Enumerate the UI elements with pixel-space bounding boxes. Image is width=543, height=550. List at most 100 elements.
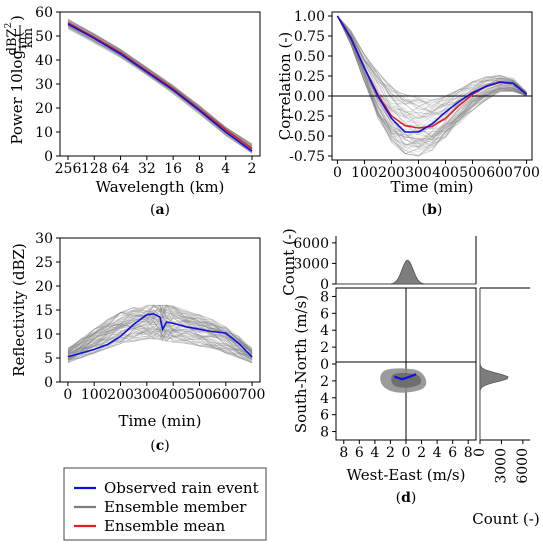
panel-b-member-line	[337, 15, 527, 154]
panel-a-member-line	[67, 19, 253, 146]
panel-d-ytick-label: 6	[320, 408, 329, 424]
panel-c-member-line	[67, 329, 253, 360]
panel-a-member-line	[67, 18, 253, 145]
panel-b-ytick-label: 0.75	[294, 29, 325, 45]
panel-c-member-line	[67, 323, 253, 359]
panel-d-xtick-label: 8	[464, 445, 473, 461]
panel-b-member-line	[337, 15, 527, 106]
panel-b-member-line	[337, 15, 527, 111]
panel-b-member-line	[337, 15, 527, 152]
panel-d-xtick-label: 4	[433, 445, 442, 461]
panel-c-member-line	[67, 333, 253, 364]
panel-c-ytick-label: 20	[35, 279, 53, 295]
panel-b-member-line	[337, 15, 527, 116]
panel-b-member-line	[337, 15, 527, 109]
panel-b-member-line	[337, 15, 527, 146]
panel-c-member-line	[67, 310, 253, 355]
panel-c-member-line	[67, 307, 253, 352]
panel-c-member-line	[67, 321, 253, 358]
panel-b-member-line	[337, 15, 527, 138]
panel-c-member-line	[67, 316, 253, 355]
panel-c-member-line	[67, 321, 253, 359]
panel-b-observed-line	[336, 15, 528, 133]
panel-c-member-line	[67, 326, 253, 361]
panel-a-xtick-label: 2	[248, 161, 257, 177]
panel-c-member-line	[67, 327, 253, 360]
panel-b-member-line	[337, 15, 527, 148]
panel-b-xtick-label: 200	[378, 165, 405, 181]
panel-b-ytick-label: 0.25	[294, 69, 325, 85]
panel-b-member-line	[337, 15, 527, 145]
panel-d-ytick-label: 2	[320, 374, 329, 390]
panel-b-member-line	[337, 15, 527, 146]
panel-c-member-line	[67, 304, 253, 352]
panel-c-member-line	[67, 314, 253, 355]
panel-c-member-line	[67, 305, 253, 353]
panel-a-member-line	[67, 20, 253, 146]
panel-c-member-line	[67, 305, 253, 351]
panel-b-member-line	[337, 15, 527, 135]
panel-c-caption: (c)	[150, 438, 169, 454]
panel-a-xtick-label: 256	[55, 161, 82, 177]
panel-c-member-line	[67, 314, 253, 355]
panel-c-member-line	[67, 319, 253, 357]
panel-c-member-line	[67, 305, 253, 354]
panel-b-member-line	[337, 15, 527, 144]
panel-d-top-hist-ytick-label: 3000	[293, 256, 329, 272]
panel-a-member-line	[67, 21, 253, 146]
panel-c-member-line	[67, 306, 253, 355]
panel-d-xtick-label: 6	[355, 445, 364, 461]
panel-b-member-line	[337, 15, 527, 157]
panel-b-member-line	[337, 15, 527, 102]
panel-b-xtick-label: 500	[459, 165, 486, 181]
panel-b-member-line	[337, 15, 527, 145]
panel-b-member-line	[337, 15, 527, 119]
panel-c-member-line	[67, 321, 253, 357]
panel-c-xtick-label: 700	[239, 387, 266, 403]
panel-a-xtick-label: 128	[81, 161, 108, 177]
panel-b-member-line	[337, 15, 527, 108]
panel-a-ytick-label: 30	[35, 77, 53, 93]
panel-a-member-line	[67, 27, 253, 153]
panel-a-member-line	[67, 27, 253, 154]
panel-b-ticks: 0 100 200 300 400 500 600 700 -0.75 -0.50 -0.25 0.0…	[289, 9, 540, 181]
panel-a-member-line	[67, 25, 253, 152]
svg-text:): )	[8, 15, 26, 21]
panel-c-member-line	[67, 304, 253, 349]
panel-c-member-line	[67, 328, 253, 362]
panel-c-member-line	[67, 328, 253, 358]
panel-b-ytick-label: -0.25	[289, 109, 325, 125]
panel-c-ensemble-members	[67, 304, 253, 364]
panel-c-member-line	[67, 311, 253, 354]
panel-d-xlabel: West-East (m/s)	[347, 466, 466, 484]
panel-c-member-line	[67, 305, 253, 353]
panel-b-ensemble-members	[337, 15, 527, 157]
panel-d-top-hist-ytick-label: 6000	[293, 236, 329, 252]
panel-b-member-line	[337, 15, 527, 156]
panel-b-xtick-label: 700	[513, 165, 540, 181]
panel-c-member-line	[67, 329, 253, 364]
panel-c-member-line	[67, 328, 253, 363]
panel-c-member-line	[67, 326, 253, 360]
panel-a-xlabel: Wavelength (km)	[96, 178, 225, 196]
panel-c-member-line	[67, 304, 253, 354]
panel-b-member-line	[337, 15, 527, 110]
panel-b-xtick-label: 600	[486, 165, 513, 181]
panel-b-member-line	[337, 15, 527, 146]
panel-b-member-line	[337, 15, 527, 148]
legend-label-mean: Ensemble mean	[104, 517, 225, 535]
panel-c-xtick-label: 100	[81, 387, 108, 403]
panel-d-xtick-label: 6	[448, 445, 457, 461]
panel-c-member-line	[67, 304, 253, 350]
panel-a-member-line	[67, 21, 253, 148]
panel-b-ytick-label: 0.50	[294, 49, 325, 65]
panel-c-member-line	[67, 306, 253, 352]
panel-d-xtick-label: 8	[339, 445, 348, 461]
panel-d-top-hist-ytick-label: 0	[320, 277, 329, 293]
panel-c-xtick-label: 400	[160, 387, 187, 403]
panel-b-member-line	[337, 15, 527, 151]
panel-b-member-line	[337, 15, 527, 154]
panel-c-member-line	[67, 306, 253, 353]
